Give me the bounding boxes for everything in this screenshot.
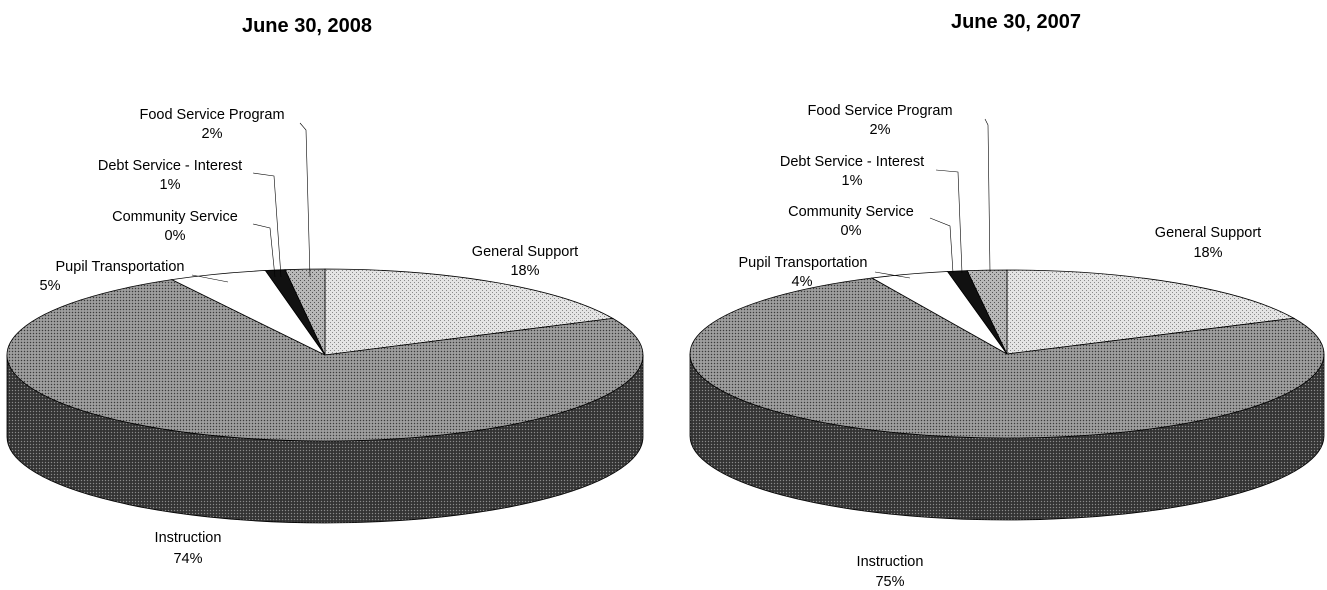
pie-chart-1: June 30, 2007 General Support 18% Instructi… (689, 11, 1325, 590)
slice-label: Food Service Program (139, 107, 284, 123)
slice-percent: 18% (1193, 245, 1222, 261)
slice-percent: 18% (510, 263, 539, 279)
leader-line-4 (935, 169, 963, 274)
slice-label: General Support (1155, 225, 1261, 241)
slice-percent: 74% (173, 551, 202, 567)
leader-line-4 (252, 172, 282, 278)
leader-line-5 (299, 122, 311, 278)
slice-label: Debt Service - Interest (780, 154, 924, 170)
pie-slice-general-support (1006, 269, 1296, 355)
pie-slice-food-service-program (966, 269, 1008, 355)
slice-percent: 0% (165, 228, 186, 244)
slice-percent: 2% (870, 122, 891, 138)
chart-title: June 30, 2007 (951, 11, 1081, 33)
slice-percent: 0% (841, 223, 862, 239)
slice-percent: 5% (40, 278, 61, 294)
pie-slice-instruction (6, 279, 644, 442)
leader-line-3 (929, 217, 954, 274)
leader-line-2 (874, 271, 911, 279)
slice-percent: 75% (875, 574, 904, 590)
slice-percent: 2% (202, 126, 223, 142)
pie-slice-instruction (689, 277, 1325, 439)
chart-title: June 30, 2008 (242, 15, 372, 37)
leader-line-5 (984, 118, 991, 273)
pie-slice-general-support (324, 268, 614, 356)
slice-label: Debt Service - Interest (98, 158, 242, 174)
pie-chart-0: June 30, 2008 General Support 18% Instructi… (6, 15, 644, 567)
pie-slice-food-service-program (284, 268, 326, 356)
slice-percent: 4% (792, 274, 813, 290)
slice-label: Pupil Transportation (56, 259, 185, 275)
slice-label: Food Service Program (807, 103, 952, 119)
slice-label: Pupil Transportation (739, 255, 868, 271)
slice-percent: 1% (160, 177, 181, 193)
slice-label: Instruction (857, 554, 924, 570)
slice-label: Community Service (788, 204, 914, 220)
leader-line-3 (252, 223, 276, 278)
slice-percent: 1% (842, 173, 863, 189)
slice-label: Instruction (155, 530, 222, 546)
slice-label: General Support (472, 244, 578, 260)
leader-line-2 (191, 274, 229, 283)
slice-label: Community Service (112, 209, 238, 225)
